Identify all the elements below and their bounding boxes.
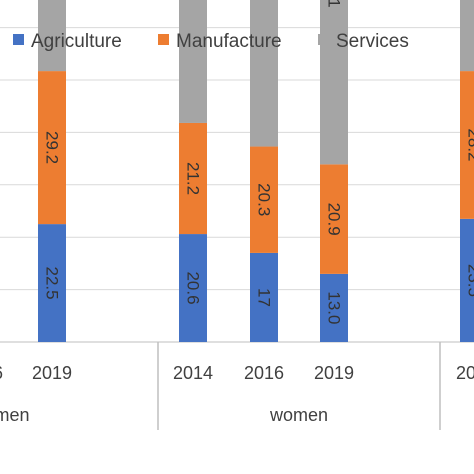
bar-segment-manufacture — [179, 122, 207, 235]
bar-segment-agriculture — [179, 234, 207, 342]
data-label: 28.2 — [465, 128, 474, 161]
data-label: 13.0 — [325, 291, 344, 324]
category-axis: 6 2019 2014 2016 2019 20 men women — [0, 342, 474, 430]
data-label: 17 — [255, 288, 274, 307]
bars: 22.529.248.320.621.258.21720.362.713.020… — [38, 0, 474, 342]
legend: Agriculture Manufacture Services — [13, 31, 409, 52]
bar-segment-manufacture — [38, 71, 66, 225]
tick-label: 20 — [456, 363, 474, 383]
bar-segment-services — [250, 0, 278, 147]
bar-segment-services — [460, 0, 474, 72]
legend-label-services: Services — [336, 31, 409, 52]
tick-label: 6 — [0, 363, 3, 383]
data-label: 20.9 — [325, 203, 344, 236]
legend-label-manufacture: Manufacture — [176, 31, 282, 52]
legend-swatch-services — [318, 34, 329, 45]
data-label: 66.1 — [325, 0, 344, 8]
group-label: women — [269, 405, 328, 425]
legend-swatch-manufacture — [158, 34, 169, 45]
data-label: 20.6 — [184, 271, 203, 304]
legend-label-agriculture: Agriculture — [31, 31, 122, 52]
bar-segment-manufacture — [320, 164, 348, 274]
tick-label: 2019 — [314, 363, 354, 383]
gridlines — [0, 27, 474, 343]
group-label: men — [0, 405, 30, 425]
bar-segment-services — [320, 0, 348, 165]
bar-segment-services — [38, 0, 66, 72]
bar-segment-services — [179, 0, 207, 123]
bar-segment-agriculture — [320, 273, 348, 342]
data-label: 29.2 — [43, 131, 62, 164]
bar-segment-agriculture — [38, 224, 66, 342]
tick-label: 2019 — [32, 363, 72, 383]
bar-segment-manufacture — [250, 146, 278, 253]
data-label: 22.5 — [43, 267, 62, 300]
legend-swatch-agriculture — [13, 34, 24, 45]
tick-label: 2014 — [173, 363, 213, 383]
bar-segment-manufacture — [460, 71, 474, 219]
bar-segment-agriculture — [460, 218, 474, 342]
tick-label: 2016 — [244, 363, 284, 383]
bar-segment-agriculture — [250, 252, 278, 342]
data-label: 21.2 — [184, 162, 203, 195]
data-label: 20.3 — [255, 183, 274, 216]
data-label: 23.5 — [465, 264, 474, 297]
